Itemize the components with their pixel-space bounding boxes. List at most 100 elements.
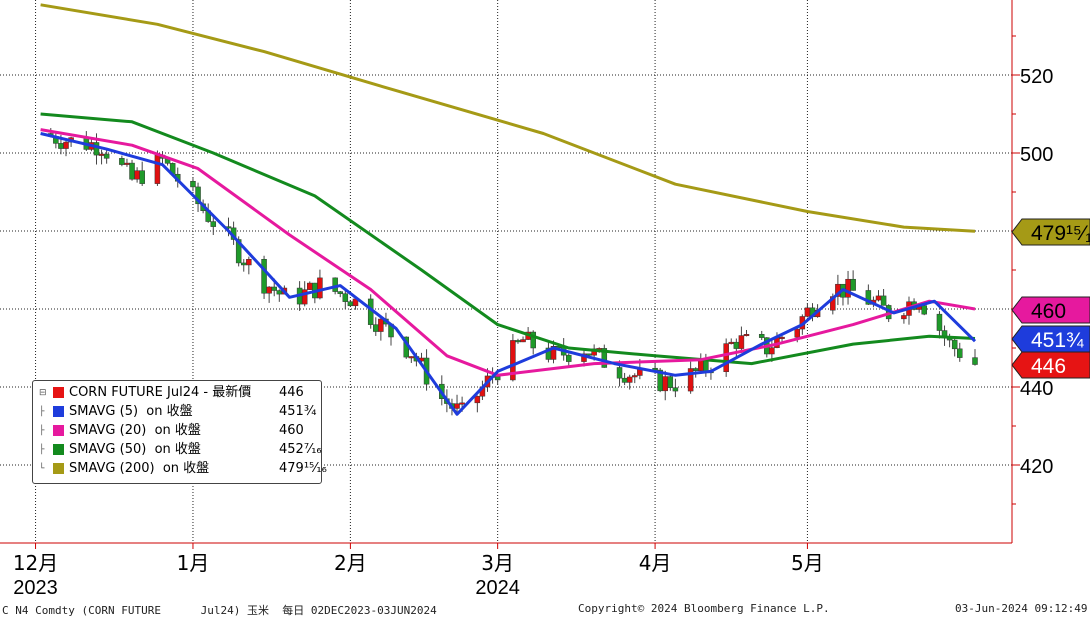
candle-body: [119, 158, 125, 165]
candle-body: [261, 258, 267, 294]
legend-value: 446: [279, 385, 304, 400]
candle-body: [378, 318, 384, 332]
candle-body: [662, 376, 668, 392]
candle-body: [667, 376, 674, 388]
axis-tag-label: 479¹⁵⁄₁₆: [1031, 222, 1090, 245]
candle-body: [601, 348, 608, 368]
candle-body: [408, 356, 415, 359]
candle-body: [550, 346, 557, 360]
candle-body: [93, 142, 100, 156]
legend-swatch: [53, 406, 64, 417]
legend-value: 451¾: [279, 404, 317, 419]
candle-body: [210, 221, 217, 227]
candle-body: [758, 334, 765, 338]
x-axis: 12月 1月 2月 3月 4月 5月 2023 2024: [13, 543, 824, 599]
axis-tag-label: 451¾: [1031, 329, 1084, 352]
legend-swatch: [53, 463, 64, 474]
axis-tag-bg: [1011, 296, 1090, 324]
axis-tag: 451¾: [1011, 325, 1090, 353]
candle-body: [134, 170, 140, 180]
candle-body: [566, 354, 572, 362]
series-line-3: [40, 112, 976, 366]
candle-body: [124, 162, 130, 165]
candle-body: [246, 258, 252, 266]
candle-body: [347, 301, 354, 307]
year-label: 2024: [475, 577, 520, 599]
candle-body: [530, 331, 536, 349]
candle-body: [921, 305, 927, 315]
candle-body: [957, 348, 963, 358]
candle-body: [154, 154, 161, 184]
legend-tree-icon: ├: [39, 426, 45, 436]
x-tick-label: 3月: [481, 551, 514, 575]
moving-average-lines: [40, 3, 977, 416]
candle-body: [850, 278, 856, 291]
candle-body: [454, 403, 460, 409]
candle-body: [692, 368, 699, 371]
x-tick-label: 5月: [791, 551, 824, 575]
candle-body: [769, 347, 775, 355]
candle-body: [342, 293, 349, 302]
candle-body: [845, 278, 851, 298]
legend-label: SMAVG (5) on 收盤: [69, 404, 193, 419]
candle-body: [317, 277, 323, 299]
candle-body: [271, 286, 277, 291]
footer-copyright: Copyright© 2024 Bloomberg Finance L.P.: [578, 602, 830, 615]
candle-body: [875, 295, 882, 301]
legend-tree-icon: ⊟: [39, 388, 47, 398]
legend-label: CORN FUTURE Jul24 - 最新價: [69, 385, 252, 400]
axis-tag: 460: [1011, 296, 1090, 324]
candle-body: [672, 387, 679, 392]
candle-body: [301, 289, 308, 305]
candle-body: [687, 368, 694, 392]
candle-body: [626, 376, 633, 383]
candle-body: [266, 286, 272, 294]
axis-tag-label: 446: [1031, 355, 1066, 378]
x-tick-label: 4月: [639, 551, 672, 575]
candle-body: [621, 377, 628, 383]
series-line-1: [40, 132, 977, 416]
candle-body: [520, 339, 526, 343]
legend-tree-icon: └: [39, 464, 45, 474]
legend-label: SMAVG (20) on 收盤: [69, 423, 201, 438]
price-chart: 420440460480500520 12月1月2月3月4月5月20232024…: [0, 0, 1090, 599]
candle-body: [880, 295, 887, 306]
candle-body: [276, 290, 283, 295]
candle-body: [235, 239, 242, 264]
candle-body: [515, 340, 521, 343]
legend-swatch: [53, 444, 64, 455]
legend-row: ├ SMAVG (5) on 收盤 451¾: [39, 403, 317, 421]
y-tick-label: 500: [1020, 144, 1053, 166]
candle-body: [98, 153, 105, 156]
footer-left: C N4 Comdty (CORN FUTURE Jul24) 玉米 每日 02…: [2, 604, 437, 617]
candle-body: [936, 313, 943, 331]
y-tick-label: 520: [1020, 66, 1053, 88]
candle-body: [804, 307, 811, 317]
legend-value: 479¹⁵⁄₁₆: [279, 461, 327, 476]
candle-body: [901, 315, 907, 320]
candle-body: [743, 334, 750, 337]
candle-body: [616, 367, 623, 379]
candle-body: [337, 291, 343, 294]
x-tick-label: 12月: [13, 551, 58, 575]
candle-body: [103, 153, 110, 159]
candle-body: [494, 376, 501, 381]
legend-label: SMAVG (50) on 收盤: [69, 442, 201, 457]
legend-row: ├ SMAVG (50) on 收盤 452⁷⁄₁₆: [39, 441, 322, 459]
axis-tag: 479¹⁵⁄₁₆: [1011, 218, 1090, 246]
candle-body: [723, 343, 729, 373]
legend-value: 452⁷⁄₁₆: [279, 442, 322, 457]
legend-swatch: [53, 387, 64, 398]
candle-body: [241, 262, 247, 266]
y-axis: 420440460480500520: [1012, 35, 1053, 505]
candle-body: [190, 180, 196, 188]
legend-row: ├ SMAVG (20) on 收盤 460: [39, 422, 317, 440]
legend-swatch: [53, 425, 64, 436]
series-line-4: [40, 3, 976, 233]
y-tick-label: 440: [1020, 378, 1053, 400]
candle-body: [58, 143, 64, 149]
legend: ⊟ CORN FUTURE Jul24 - 最新價 446 ├ SMAVG (5) on…: [32, 380, 327, 484]
candle-body: [332, 277, 338, 292]
candle-body: [738, 335, 745, 349]
legend-tree-icon: ├: [39, 445, 45, 455]
